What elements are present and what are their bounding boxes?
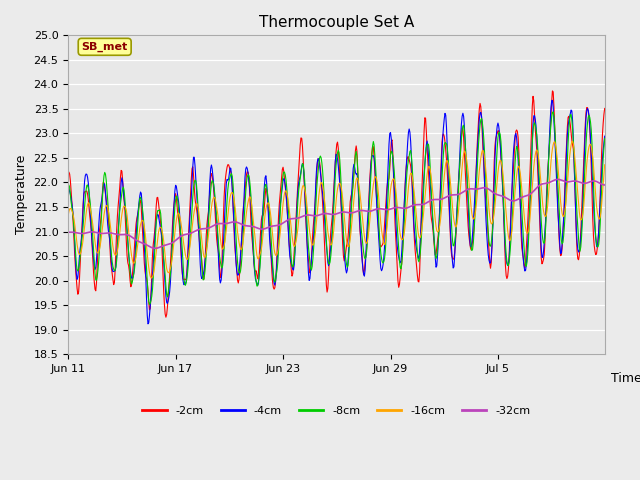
-4cm	[213, 218, 221, 224]
-8cm	[74, 268, 82, 274]
-32cm	[129, 235, 137, 241]
-4cm	[601, 133, 609, 139]
-16cm	[129, 260, 137, 265]
-32cm	[601, 182, 609, 188]
-2cm	[403, 165, 410, 170]
-8cm	[403, 181, 410, 187]
-32cm	[184, 231, 192, 237]
-16cm	[601, 162, 609, 168]
-2cm	[548, 88, 556, 94]
-8cm	[601, 135, 609, 141]
-32cm	[152, 245, 159, 251]
-16cm	[74, 247, 82, 252]
-4cm	[74, 275, 82, 280]
-4cm	[64, 185, 72, 191]
Line: -2cm: -2cm	[68, 91, 605, 317]
Line: -16cm: -16cm	[68, 141, 605, 278]
-2cm	[601, 106, 609, 111]
-8cm	[129, 275, 137, 281]
-2cm	[213, 236, 221, 242]
-32cm	[418, 202, 426, 207]
-16cm	[403, 211, 410, 216]
-16cm	[213, 204, 221, 210]
-8cm	[64, 185, 72, 191]
-16cm	[569, 138, 577, 144]
-8cm	[184, 262, 192, 268]
-4cm	[144, 321, 152, 327]
-32cm	[554, 177, 561, 182]
Legend: -2cm, -4cm, -8cm, -16cm, -32cm: -2cm, -4cm, -8cm, -16cm, -32cm	[138, 401, 535, 420]
Line: -8cm: -8cm	[68, 112, 605, 304]
-2cm	[184, 239, 192, 244]
-2cm	[74, 291, 82, 297]
-2cm	[64, 169, 72, 175]
-32cm	[403, 205, 410, 211]
-16cm	[148, 275, 156, 281]
-8cm	[549, 109, 557, 115]
-16cm	[184, 254, 192, 260]
-8cm	[146, 301, 154, 307]
-16cm	[418, 226, 426, 232]
-4cm	[403, 166, 410, 171]
-2cm	[129, 264, 137, 270]
-32cm	[74, 230, 82, 236]
-4cm	[129, 274, 137, 280]
Text: SB_met: SB_met	[81, 42, 128, 52]
Line: -4cm: -4cm	[68, 100, 605, 324]
-4cm	[418, 207, 426, 213]
Y-axis label: Temperature: Temperature	[15, 155, 28, 234]
-2cm	[418, 188, 426, 194]
Line: -32cm: -32cm	[68, 180, 605, 248]
-32cm	[213, 221, 221, 227]
-16cm	[64, 213, 72, 218]
-8cm	[418, 227, 426, 232]
Title: Thermocouple Set A: Thermocouple Set A	[259, 15, 414, 30]
-4cm	[184, 246, 192, 252]
-8cm	[213, 214, 221, 219]
-32cm	[64, 229, 72, 235]
-2cm	[162, 314, 170, 320]
X-axis label: Time: Time	[611, 372, 640, 384]
-4cm	[548, 97, 556, 103]
